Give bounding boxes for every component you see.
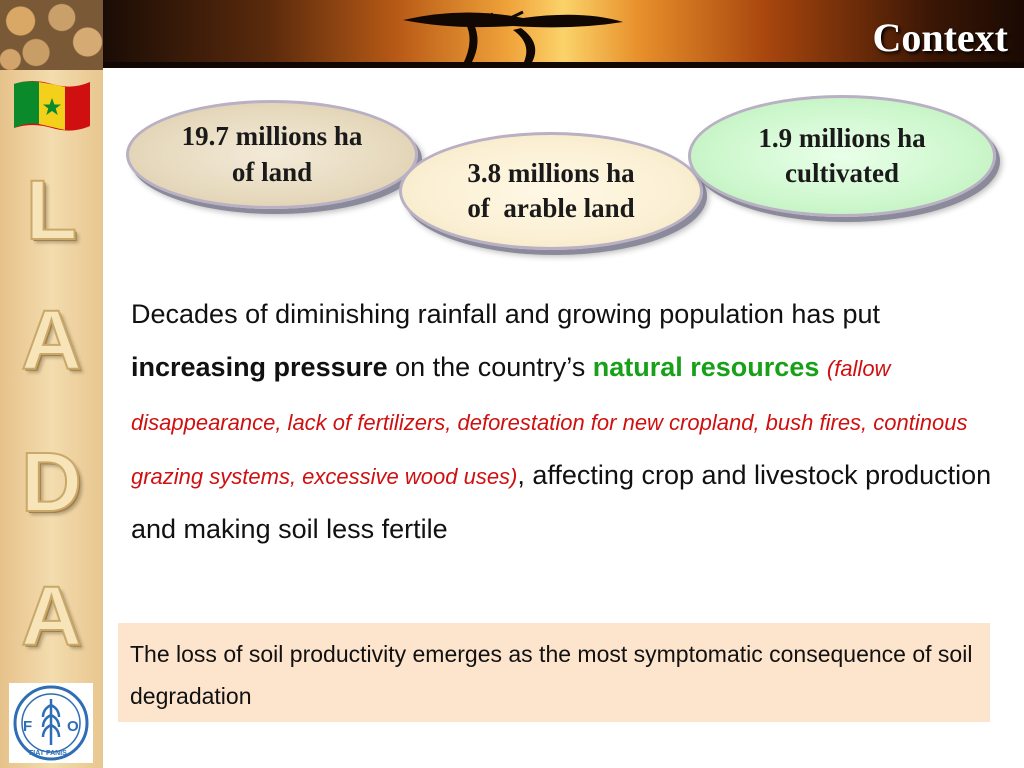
land-oval: 19.7 millions ha of land [126, 100, 418, 209]
paragraph-intro: Decades of diminishing rainfall and grow… [131, 299, 880, 329]
fao-motto: FIAT PANIS [29, 750, 67, 757]
fao-letter-f: F [23, 718, 32, 735]
lada-letter-a-2: A [20, 569, 83, 663]
header-banner: Context [103, 0, 1024, 68]
paragraph-bold-phrase: increasing pressure [131, 352, 388, 382]
context-paragraph: Decades of diminishing rainfall and grow… [131, 288, 1001, 556]
fao-letter-o: O [67, 718, 79, 735]
arable-oval-line1: 3.8 millions ha [467, 157, 635, 188]
cultivated-land-oval: 1.9 millions ha cultivated [688, 95, 996, 217]
paragraph-causes-list: (fallow disappearance, lack of fertilize… [131, 356, 968, 489]
paragraph-natural-resources: natural resources [592, 352, 820, 382]
fao-logo-icon: F O FIAT PANIS [9, 683, 93, 763]
acacia-tree-silhouette-icon [103, 10, 1024, 68]
land-oval-line1: 19.7 millions ha [181, 121, 363, 152]
lada-letter-d: D [20, 435, 83, 529]
paragraph-ending: , affecting crop and livestock productio… [131, 460, 992, 544]
cultivated-oval-line1: 1.9 millions ha [758, 122, 926, 153]
land-oval-line2: of land [231, 156, 313, 187]
lada-letter-a: A [20, 293, 83, 387]
senegal-flag-icon [14, 81, 90, 131]
arable-oval-line2: of arable land [467, 193, 635, 223]
paragraph-space [819, 352, 827, 382]
conclusion-text: The loss of soil productivity emerges as… [130, 641, 973, 709]
sidebar: L A D A F O FIAT PANIS [0, 0, 103, 768]
conclusion-box: The loss of soil productivity emerges as… [118, 623, 990, 722]
paragraph-middle: on the country’s [387, 352, 593, 382]
slide-title: Context [872, 15, 1008, 60]
cultivated-oval-line2: cultivated [784, 158, 899, 188]
arable-land-oval: 3.8 millions ha of arable land [399, 132, 703, 250]
cracked-earth-image [0, 0, 103, 70]
lada-letter-l: L [25, 163, 78, 257]
